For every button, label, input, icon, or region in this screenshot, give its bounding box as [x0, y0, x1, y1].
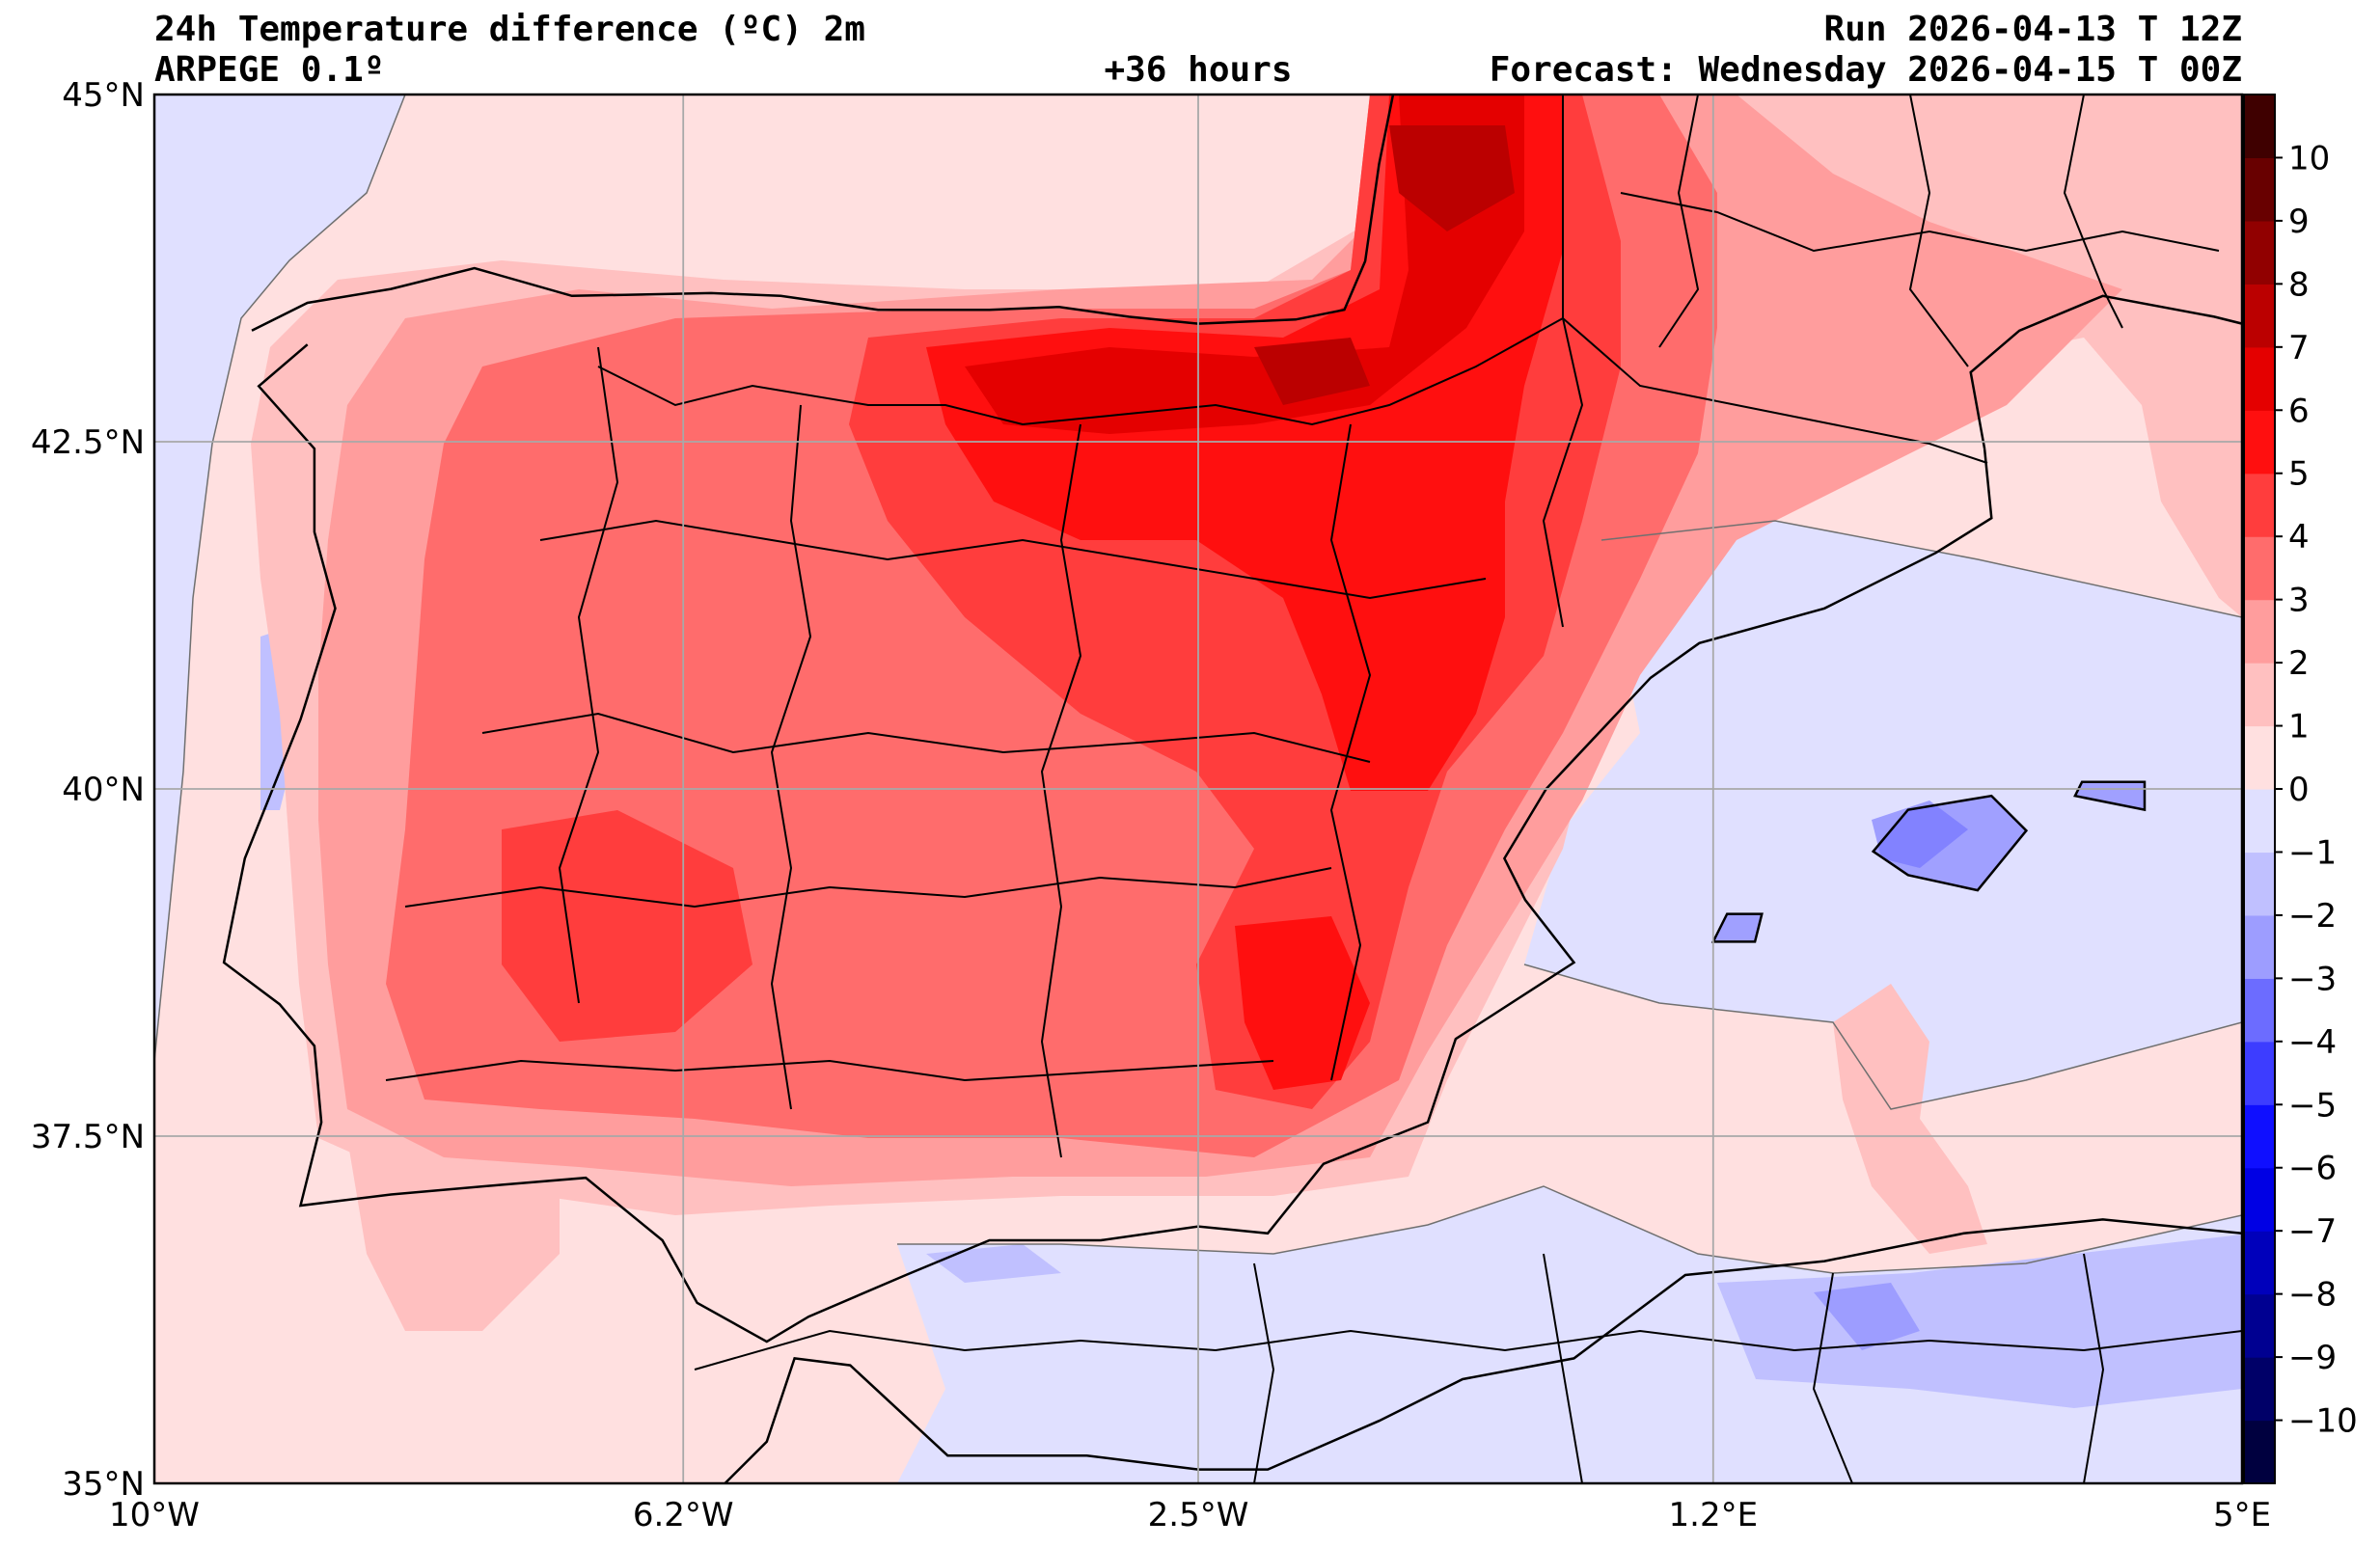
island-outline [1871, 794, 2029, 892]
graticule [154, 95, 2242, 1483]
colorbar-tick-label: 7 [2288, 329, 2310, 367]
colorbar-swatch [2244, 346, 2275, 411]
colorbar-tick-label: −10 [2288, 1402, 2358, 1441]
colorbar-tick-label: −2 [2288, 897, 2337, 936]
colorbar-tick-label: 8 [2288, 265, 2310, 304]
colorbar-tick-label: −9 [2288, 1339, 2337, 1377]
coastline-coast [251, 95, 1395, 332]
colorbar-swatch [2244, 157, 2275, 222]
map-title: 24h Temperature difference (ºC) 2m [154, 10, 865, 49]
colorbar-tick-label: 9 [2288, 203, 2310, 241]
colorbar-tick-label: 6 [2288, 392, 2310, 430]
colorbar-swatch [2244, 410, 2275, 475]
run-time-label: Run 2026-04-13 T 12Z [1824, 10, 2242, 49]
map-canvas [154, 95, 2242, 1483]
colorbar-swatch [2244, 1231, 2275, 1295]
longitude-tick-labels: 10°W 6.2°W 2.5°W 1.2°E 5°E [109, 1496, 2271, 1534]
longitude-label: 5°E [2213, 1496, 2271, 1534]
colorbar-swatch [2244, 1420, 2275, 1484]
colorbar-swatch [2244, 599, 2275, 664]
model-label: ARPEGE 0.1º [154, 50, 384, 90]
colorbar-swatch [2244, 1293, 2275, 1358]
coastline-coast-france [1969, 294, 2242, 449]
colorbar-swatch [2244, 284, 2275, 348]
colorbar-tick-label: −7 [2288, 1212, 2337, 1251]
latitude-tick-labels: 45°N 42.5°N 40°N 37.5°N 35°N [31, 76, 145, 1504]
map-frame [152, 93, 2244, 1485]
colorbar-swatch [2244, 789, 2275, 854]
latitude-label: 40°N [62, 771, 145, 809]
contour-lines [154, 95, 2242, 1274]
colorbar-tick-label: 10 [2288, 139, 2330, 177]
longitude-label: 1.2°E [1669, 1496, 1759, 1534]
region-borders [385, 95, 2242, 1483]
temperature-anomaly-field [154, 95, 2242, 1483]
colorbar-swatch [2244, 536, 2275, 601]
colorbar-tick-label: 3 [2288, 582, 2310, 620]
coastline-layer [222, 95, 2242, 1483]
colorbar-swatch [2244, 1104, 2275, 1169]
colorbar-swatch [2244, 473, 2275, 537]
latitude-label: 37.5°N [31, 1118, 145, 1156]
colorbar-swatch [2244, 220, 2275, 285]
colorbar-swatch [2244, 978, 2275, 1043]
colorbar-swatch [2244, 1041, 2275, 1105]
longitude-label: 10°W [109, 1496, 200, 1534]
colorbar-swatch [2244, 95, 2275, 159]
latitude-label: 45°N [62, 76, 145, 115]
colorbar-swatch [2244, 914, 2275, 979]
lead-time-label: +36 hours [1104, 50, 1292, 90]
colorbar-tick-label: −6 [2288, 1150, 2337, 1188]
colorbar-swatch [2244, 852, 2275, 916]
colorbar-tick-label: −4 [2288, 1023, 2337, 1062]
colorbar-swatch [2244, 1357, 2275, 1422]
colorbar-tick-label: −1 [2288, 833, 2337, 872]
colorbar-tick-label: 5 [2288, 455, 2310, 494]
colorbar-tick-label: 4 [2288, 518, 2310, 556]
colorbar-tick-label: −8 [2288, 1276, 2337, 1315]
latitude-label: 42.5°N [31, 423, 145, 462]
island-outline [1710, 912, 1764, 943]
colorbar-swatch [2244, 663, 2275, 727]
colorbar-swatch [2244, 1167, 2275, 1232]
forecast-time-label: Forecast: Wednesday 2026-04-15 T 00Z [1490, 50, 2242, 90]
colorbar-tick-label: 1 [2288, 708, 2310, 746]
colorbar-tick-label: 2 [2288, 644, 2310, 683]
colorbar-swatch [2244, 725, 2275, 790]
coastline-coast-africa [724, 1218, 2242, 1483]
colorbar-tick-label: 0 [2288, 771, 2310, 809]
longitude-label: 6.2°W [633, 1496, 734, 1534]
latitude-label: 35°N [62, 1465, 145, 1504]
colorbar-tick-label: −3 [2288, 960, 2337, 998]
longitude-label: 2.5°W [1148, 1496, 1249, 1534]
colorbar-tick-label: −5 [2288, 1086, 2337, 1125]
